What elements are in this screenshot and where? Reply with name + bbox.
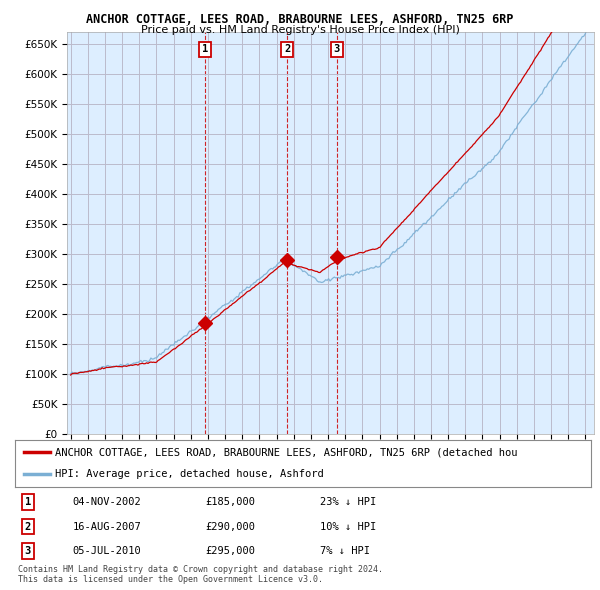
Text: 2: 2 [284,44,290,54]
Text: 3: 3 [334,44,340,54]
Text: HPI: Average price, detached house, Ashford: HPI: Average price, detached house, Ashf… [55,469,324,479]
Text: £185,000: £185,000 [205,497,255,507]
Text: Price paid vs. HM Land Registry's House Price Index (HPI): Price paid vs. HM Land Registry's House … [140,25,460,35]
Text: 1: 1 [202,44,208,54]
Text: 23% ↓ HPI: 23% ↓ HPI [320,497,377,507]
Text: 05-JUL-2010: 05-JUL-2010 [73,546,142,556]
Text: 2: 2 [25,522,31,532]
Text: This data is licensed under the Open Government Licence v3.0.: This data is licensed under the Open Gov… [18,575,323,584]
Text: 3: 3 [25,546,31,556]
Text: ANCHOR COTTAGE, LEES ROAD, BRABOURNE LEES, ASHFORD, TN25 6RP: ANCHOR COTTAGE, LEES ROAD, BRABOURNE LEE… [86,13,514,26]
Text: 16-AUG-2007: 16-AUG-2007 [73,522,142,532]
Text: Contains HM Land Registry data © Crown copyright and database right 2024.: Contains HM Land Registry data © Crown c… [18,565,383,574]
Text: 7% ↓ HPI: 7% ↓ HPI [320,546,370,556]
Text: 10% ↓ HPI: 10% ↓ HPI [320,522,377,532]
Text: 04-NOV-2002: 04-NOV-2002 [73,497,142,507]
Text: 1: 1 [25,497,31,507]
Text: £295,000: £295,000 [205,546,255,556]
Text: £290,000: £290,000 [205,522,255,532]
Text: ANCHOR COTTAGE, LEES ROAD, BRABOURNE LEES, ASHFORD, TN25 6RP (detached hou: ANCHOR COTTAGE, LEES ROAD, BRABOURNE LEE… [55,447,518,457]
